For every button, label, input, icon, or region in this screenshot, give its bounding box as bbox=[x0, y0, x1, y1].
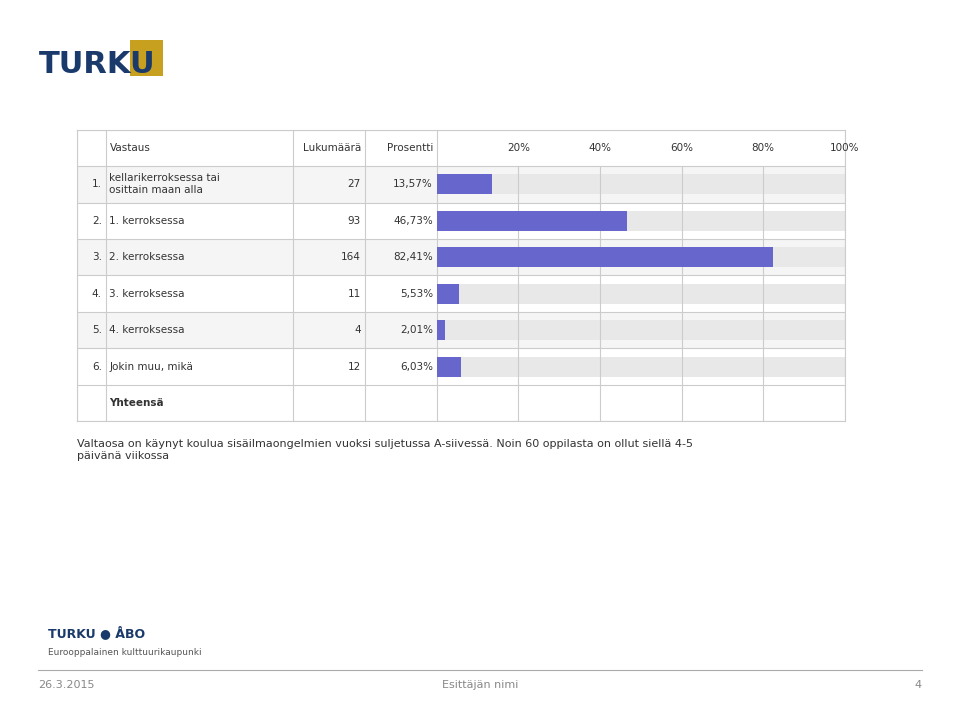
Bar bbox=[437, 211, 845, 230]
Text: Prosentti: Prosentti bbox=[387, 143, 433, 153]
Text: 5,53%: 5,53% bbox=[399, 289, 433, 299]
Text: 82,41%: 82,41% bbox=[394, 252, 433, 262]
Text: 4. kerroksessa: 4. kerroksessa bbox=[109, 325, 185, 335]
Bar bbox=[77, 166, 845, 202]
Text: 4: 4 bbox=[915, 680, 922, 690]
Text: 46,73%: 46,73% bbox=[394, 216, 433, 226]
Text: TURKU ● ÅBO: TURKU ● ÅBO bbox=[48, 626, 145, 640]
Text: 93: 93 bbox=[348, 216, 361, 226]
Text: 26.3.2015: 26.3.2015 bbox=[38, 680, 95, 690]
Text: 1.: 1. bbox=[92, 179, 102, 189]
Bar bbox=[77, 276, 845, 312]
Text: 2. kerroksessa: 2. kerroksessa bbox=[109, 252, 185, 262]
Bar bbox=[77, 202, 845, 239]
Text: 4: 4 bbox=[354, 325, 361, 335]
Text: 27: 27 bbox=[348, 179, 361, 189]
Text: 100%: 100% bbox=[830, 143, 859, 153]
Text: 12: 12 bbox=[348, 361, 361, 372]
Bar bbox=[437, 247, 845, 267]
Bar bbox=[437, 211, 628, 230]
Text: 6,03%: 6,03% bbox=[400, 361, 433, 372]
Text: 2.: 2. bbox=[92, 216, 102, 226]
Text: 4.: 4. bbox=[92, 289, 102, 299]
Bar bbox=[77, 239, 845, 275]
Text: Lukumäärä: Lukumäärä bbox=[302, 143, 361, 153]
Text: 164: 164 bbox=[341, 252, 361, 262]
Text: Eurooppalainen kulttuurikaupunki: Eurooppalainen kulttuurikaupunki bbox=[48, 648, 202, 657]
Bar bbox=[437, 356, 845, 377]
Text: Esittäjän nimi: Esittäjän nimi bbox=[442, 680, 518, 690]
Text: 2,01%: 2,01% bbox=[400, 325, 433, 335]
Bar bbox=[437, 320, 445, 340]
Bar bbox=[437, 320, 845, 340]
Text: 11: 11 bbox=[348, 289, 361, 299]
Text: Yhteensä: Yhteensä bbox=[109, 398, 164, 408]
Text: TURKU: TURKU bbox=[38, 50, 155, 79]
Text: 6.: 6. bbox=[92, 361, 102, 372]
Text: 1. kerroksessa: 1. kerroksessa bbox=[109, 216, 185, 226]
Text: Vastaus: Vastaus bbox=[109, 143, 151, 153]
Bar bbox=[437, 174, 492, 194]
Text: 80%: 80% bbox=[752, 143, 775, 153]
Bar bbox=[77, 348, 845, 384]
Text: Jokin muu, mikä: Jokin muu, mikä bbox=[109, 361, 193, 372]
Text: Valtaosa on käynyt koulua sisäilmaongelmien vuoksi suljetussa A-siivessä. Noin 6: Valtaosa on käynyt koulua sisäilmaongelm… bbox=[77, 439, 693, 461]
Bar bbox=[437, 284, 845, 304]
Text: 13,57%: 13,57% bbox=[394, 179, 433, 189]
Bar bbox=[437, 174, 845, 194]
Text: osittain maan alla: osittain maan alla bbox=[109, 186, 204, 195]
Text: 3. kerroksessa: 3. kerroksessa bbox=[109, 289, 185, 299]
Text: 3.: 3. bbox=[92, 252, 102, 262]
Bar bbox=[77, 312, 845, 348]
Text: 5.: 5. bbox=[92, 325, 102, 335]
Bar bbox=[437, 284, 460, 304]
Text: 20%: 20% bbox=[507, 143, 530, 153]
Text: kellarikerroksessa tai: kellarikerroksessa tai bbox=[109, 173, 220, 183]
Bar bbox=[437, 247, 773, 267]
Bar bbox=[437, 356, 462, 377]
Text: 60%: 60% bbox=[670, 143, 693, 153]
Text: 40%: 40% bbox=[588, 143, 612, 153]
